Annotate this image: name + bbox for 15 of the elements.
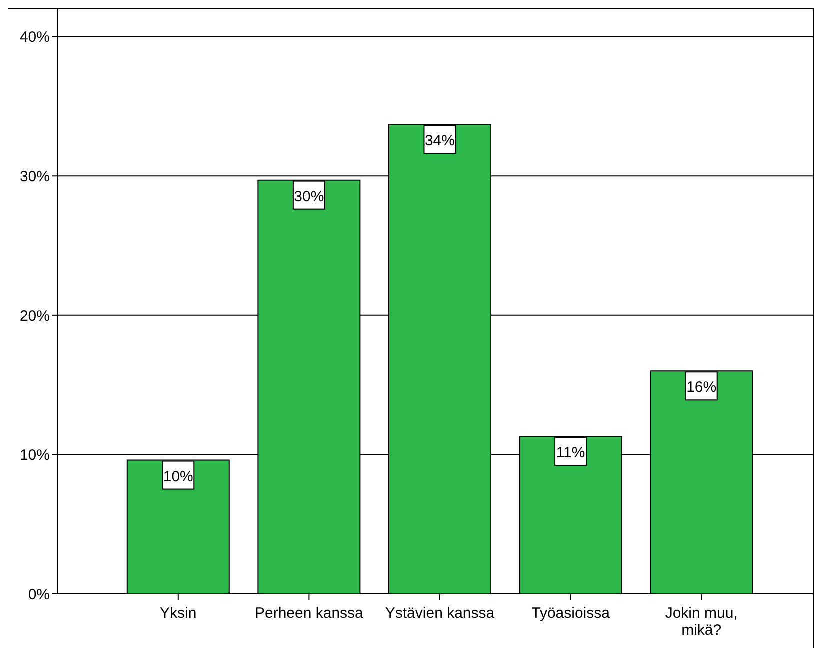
x-tick-label: Ystävien kanssa — [385, 605, 496, 622]
x-tick-label: Yksin — [160, 605, 197, 622]
data-label: 30% — [294, 188, 324, 206]
data-label: 11% — [556, 444, 586, 462]
y-tick-label: 30% — [20, 168, 50, 186]
x-tick-label: Jokin muu, mikä? — [665, 605, 738, 639]
y-tick-label: 40% — [20, 29, 50, 46]
data-label: 10% — [163, 468, 194, 486]
data-label: 34% — [424, 132, 456, 150]
y-tick-label: 20% — [20, 308, 50, 325]
x-tick-label: Työasioissa — [532, 605, 611, 622]
data-label: 16% — [686, 379, 717, 396]
y-tick-label: 0% — [28, 586, 50, 604]
y-tick-label: 10% — [20, 447, 50, 464]
x-tick-label: Perheen kanssa — [254, 605, 364, 622]
